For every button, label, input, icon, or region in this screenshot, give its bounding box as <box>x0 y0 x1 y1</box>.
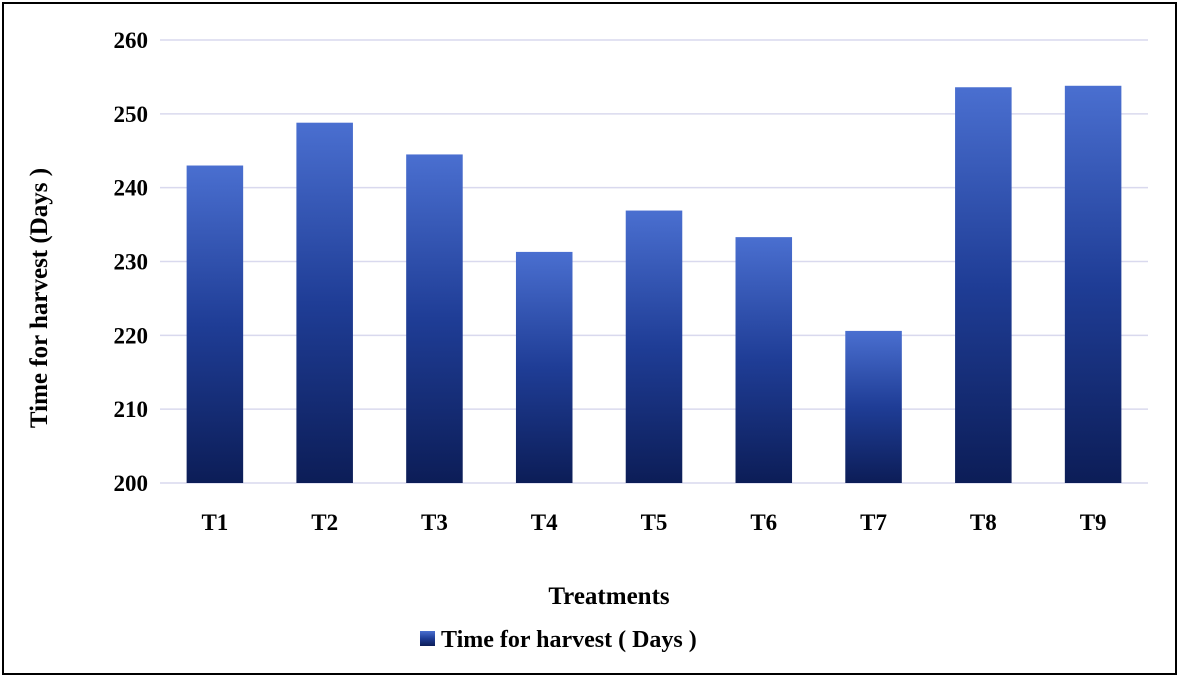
y-tick-label: 250 <box>114 102 149 127</box>
y-tick-label: 200 <box>114 471 149 496</box>
y-tick-label: 210 <box>114 397 149 422</box>
bar-t9 <box>1064 85 1122 483</box>
bar-t8 <box>955 87 1012 484</box>
x-tick-label: T4 <box>531 510 558 535</box>
legend-label: Time for harvest ( Days ) <box>441 627 697 653</box>
x-tick-label: T8 <box>970 510 997 535</box>
x-tick-label: T3 <box>421 510 448 535</box>
y-tick-label: 260 <box>114 28 149 53</box>
x-tick-label: T1 <box>201 510 228 535</box>
bar-t2 <box>296 122 353 484</box>
bars <box>186 85 1122 484</box>
y-tick-label: 230 <box>114 250 149 275</box>
x-tick-labels: T1 T2 T3 T4 T5 T6 T7 T8 T9 <box>201 510 1106 535</box>
bar-t7 <box>845 330 902 483</box>
x-tick-label: T5 <box>641 510 668 535</box>
bar-t4 <box>515 251 573 483</box>
y-tick-labels: 200 210 220 230 240 250 260 <box>114 28 149 496</box>
bar-t5 <box>625 210 683 483</box>
x-tick-label: T9 <box>1080 510 1107 535</box>
bar-t1 <box>186 165 244 483</box>
legend: Time for harvest ( Days ) <box>420 627 697 653</box>
bar-t3 <box>406 154 463 484</box>
legend-swatch <box>420 631 435 646</box>
y-tick-label: 240 <box>114 176 149 201</box>
x-tick-label: T7 <box>860 510 887 535</box>
y-tick-label: 220 <box>114 323 149 348</box>
y-axis-label: Time for harvest (Days ) <box>26 168 53 428</box>
x-tick-label: T6 <box>750 510 777 535</box>
bar-t6 <box>735 237 793 483</box>
x-tick-label: T2 <box>311 510 338 535</box>
x-axis-label: Treatments <box>548 583 670 610</box>
